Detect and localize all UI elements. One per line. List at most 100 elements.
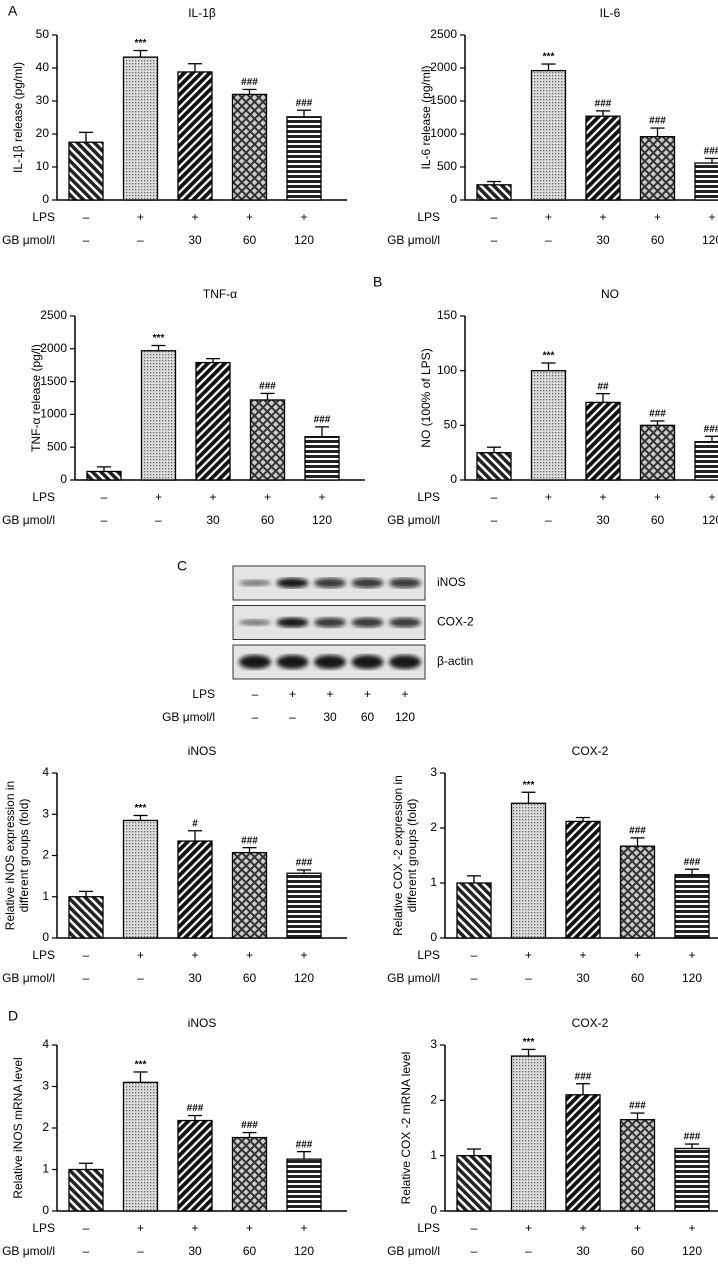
bar <box>122 56 159 201</box>
condition-label: GB μmol/l <box>162 710 215 724</box>
condition-value: – <box>471 948 478 962</box>
y-tick-label: 1 <box>430 875 437 889</box>
significance: ### <box>241 77 258 88</box>
chart-title: IL-1β <box>188 6 216 20</box>
y-tick-label: 3 <box>42 1079 49 1093</box>
y-axis-label: different groups (fold) <box>17 799 31 913</box>
condition-value: 30 <box>206 513 220 527</box>
condition-value: + <box>326 687 333 701</box>
bar <box>177 71 213 201</box>
condition-value: – <box>525 971 532 985</box>
condition-value: 30 <box>188 1244 202 1258</box>
condition-value: + <box>654 210 661 224</box>
condition-label: GB μmol/l <box>387 513 440 527</box>
y-tick-label: 2 <box>430 1093 437 1107</box>
condition-value: 60 <box>631 971 645 985</box>
significance: ### <box>684 1132 701 1143</box>
error-bar <box>242 88 257 95</box>
significance: ### <box>629 826 646 837</box>
significance: ### <box>595 99 612 110</box>
error-bar <box>151 344 166 351</box>
error-bar <box>242 847 257 853</box>
blot-band <box>351 578 384 588</box>
error-bar <box>133 1071 148 1083</box>
significance: ### <box>649 409 666 420</box>
condition-value: + <box>246 210 253 224</box>
condition-value: + <box>209 490 216 504</box>
bar <box>286 116 322 201</box>
y-axis-label: IL-1β release (pg/ml) <box>11 62 25 173</box>
error-bar <box>705 435 718 442</box>
condition-value: – <box>83 233 90 247</box>
condition-value: – <box>83 1221 90 1235</box>
condition-value: + <box>599 490 606 504</box>
significance: *** <box>523 780 535 791</box>
error-bar <box>242 1131 257 1138</box>
error-bar <box>133 49 148 58</box>
condition-value: 30 <box>576 971 590 985</box>
condition-value: + <box>545 210 552 224</box>
bar <box>510 1055 547 1212</box>
significance: *** <box>153 333 165 344</box>
error-bar <box>521 1048 536 1057</box>
condition-value: + <box>246 1221 253 1235</box>
y-axis-label: Relative COX -2 expression in <box>391 775 405 936</box>
y-tick-label: 40 <box>36 60 50 74</box>
error-bar <box>630 1112 645 1120</box>
condition-value: + <box>264 490 271 504</box>
condition-value: 120 <box>702 233 718 247</box>
condition-value: – <box>525 1244 532 1258</box>
blot-band <box>314 617 346 628</box>
condition-value: 60 <box>361 710 375 724</box>
condition-value: 30 <box>323 710 337 724</box>
condition-value: 60 <box>243 1244 257 1258</box>
error-bar <box>576 1083 590 1095</box>
error-bar <box>79 890 93 897</box>
error-bar <box>188 1114 202 1121</box>
y-tick-label: 3 <box>430 1037 437 1051</box>
condition-value: 30 <box>576 1244 590 1258</box>
significance: # <box>192 818 198 829</box>
y-tick-label: 1500 <box>40 374 67 388</box>
condition-value: 60 <box>243 233 257 247</box>
condition-value: + <box>708 210 715 224</box>
bar <box>195 361 231 481</box>
y-tick-label: 0 <box>450 472 457 486</box>
condition-value: – <box>491 210 498 224</box>
error-bar <box>650 420 665 426</box>
y-axis-label: NO (100% of LPS) <box>419 348 433 447</box>
condition-value: + <box>525 948 532 962</box>
significance: ### <box>649 116 666 127</box>
condition-value: – <box>137 1244 144 1258</box>
bar <box>231 93 268 201</box>
error-bar <box>297 1151 311 1160</box>
condition-value: – <box>137 971 144 985</box>
error-bar <box>705 157 718 164</box>
bar <box>639 424 676 481</box>
condition-value: 60 <box>243 971 257 985</box>
y-axis-label: Relative COX -2 mRNA level <box>399 1052 413 1205</box>
bar <box>68 141 104 201</box>
condition-value: 60 <box>261 513 275 527</box>
error-bar <box>685 868 699 875</box>
condition-value: + <box>137 210 144 224</box>
y-tick-label: 150 <box>437 308 457 322</box>
bar <box>694 162 718 201</box>
blot-label: β-actin <box>437 654 473 668</box>
y-tick-label: 20 <box>36 126 50 140</box>
condition-label: GB μmol/l <box>2 233 55 247</box>
condition-value: – <box>471 1244 478 1258</box>
condition-label: GB μmol/l <box>387 1244 440 1258</box>
condition-value: + <box>137 948 144 962</box>
significance: ### <box>241 1120 258 1131</box>
bar <box>476 184 512 201</box>
condition-label: LPS <box>417 490 440 504</box>
y-tick-label: 2000 <box>40 341 67 355</box>
significance: *** <box>135 803 147 814</box>
y-tick-label: 2000 <box>430 60 457 74</box>
y-tick-label: 2500 <box>40 308 67 322</box>
y-tick-label: 0 <box>60 472 67 486</box>
y-tick-label: 0 <box>430 1203 437 1217</box>
bar <box>510 802 547 939</box>
bar <box>249 399 286 481</box>
